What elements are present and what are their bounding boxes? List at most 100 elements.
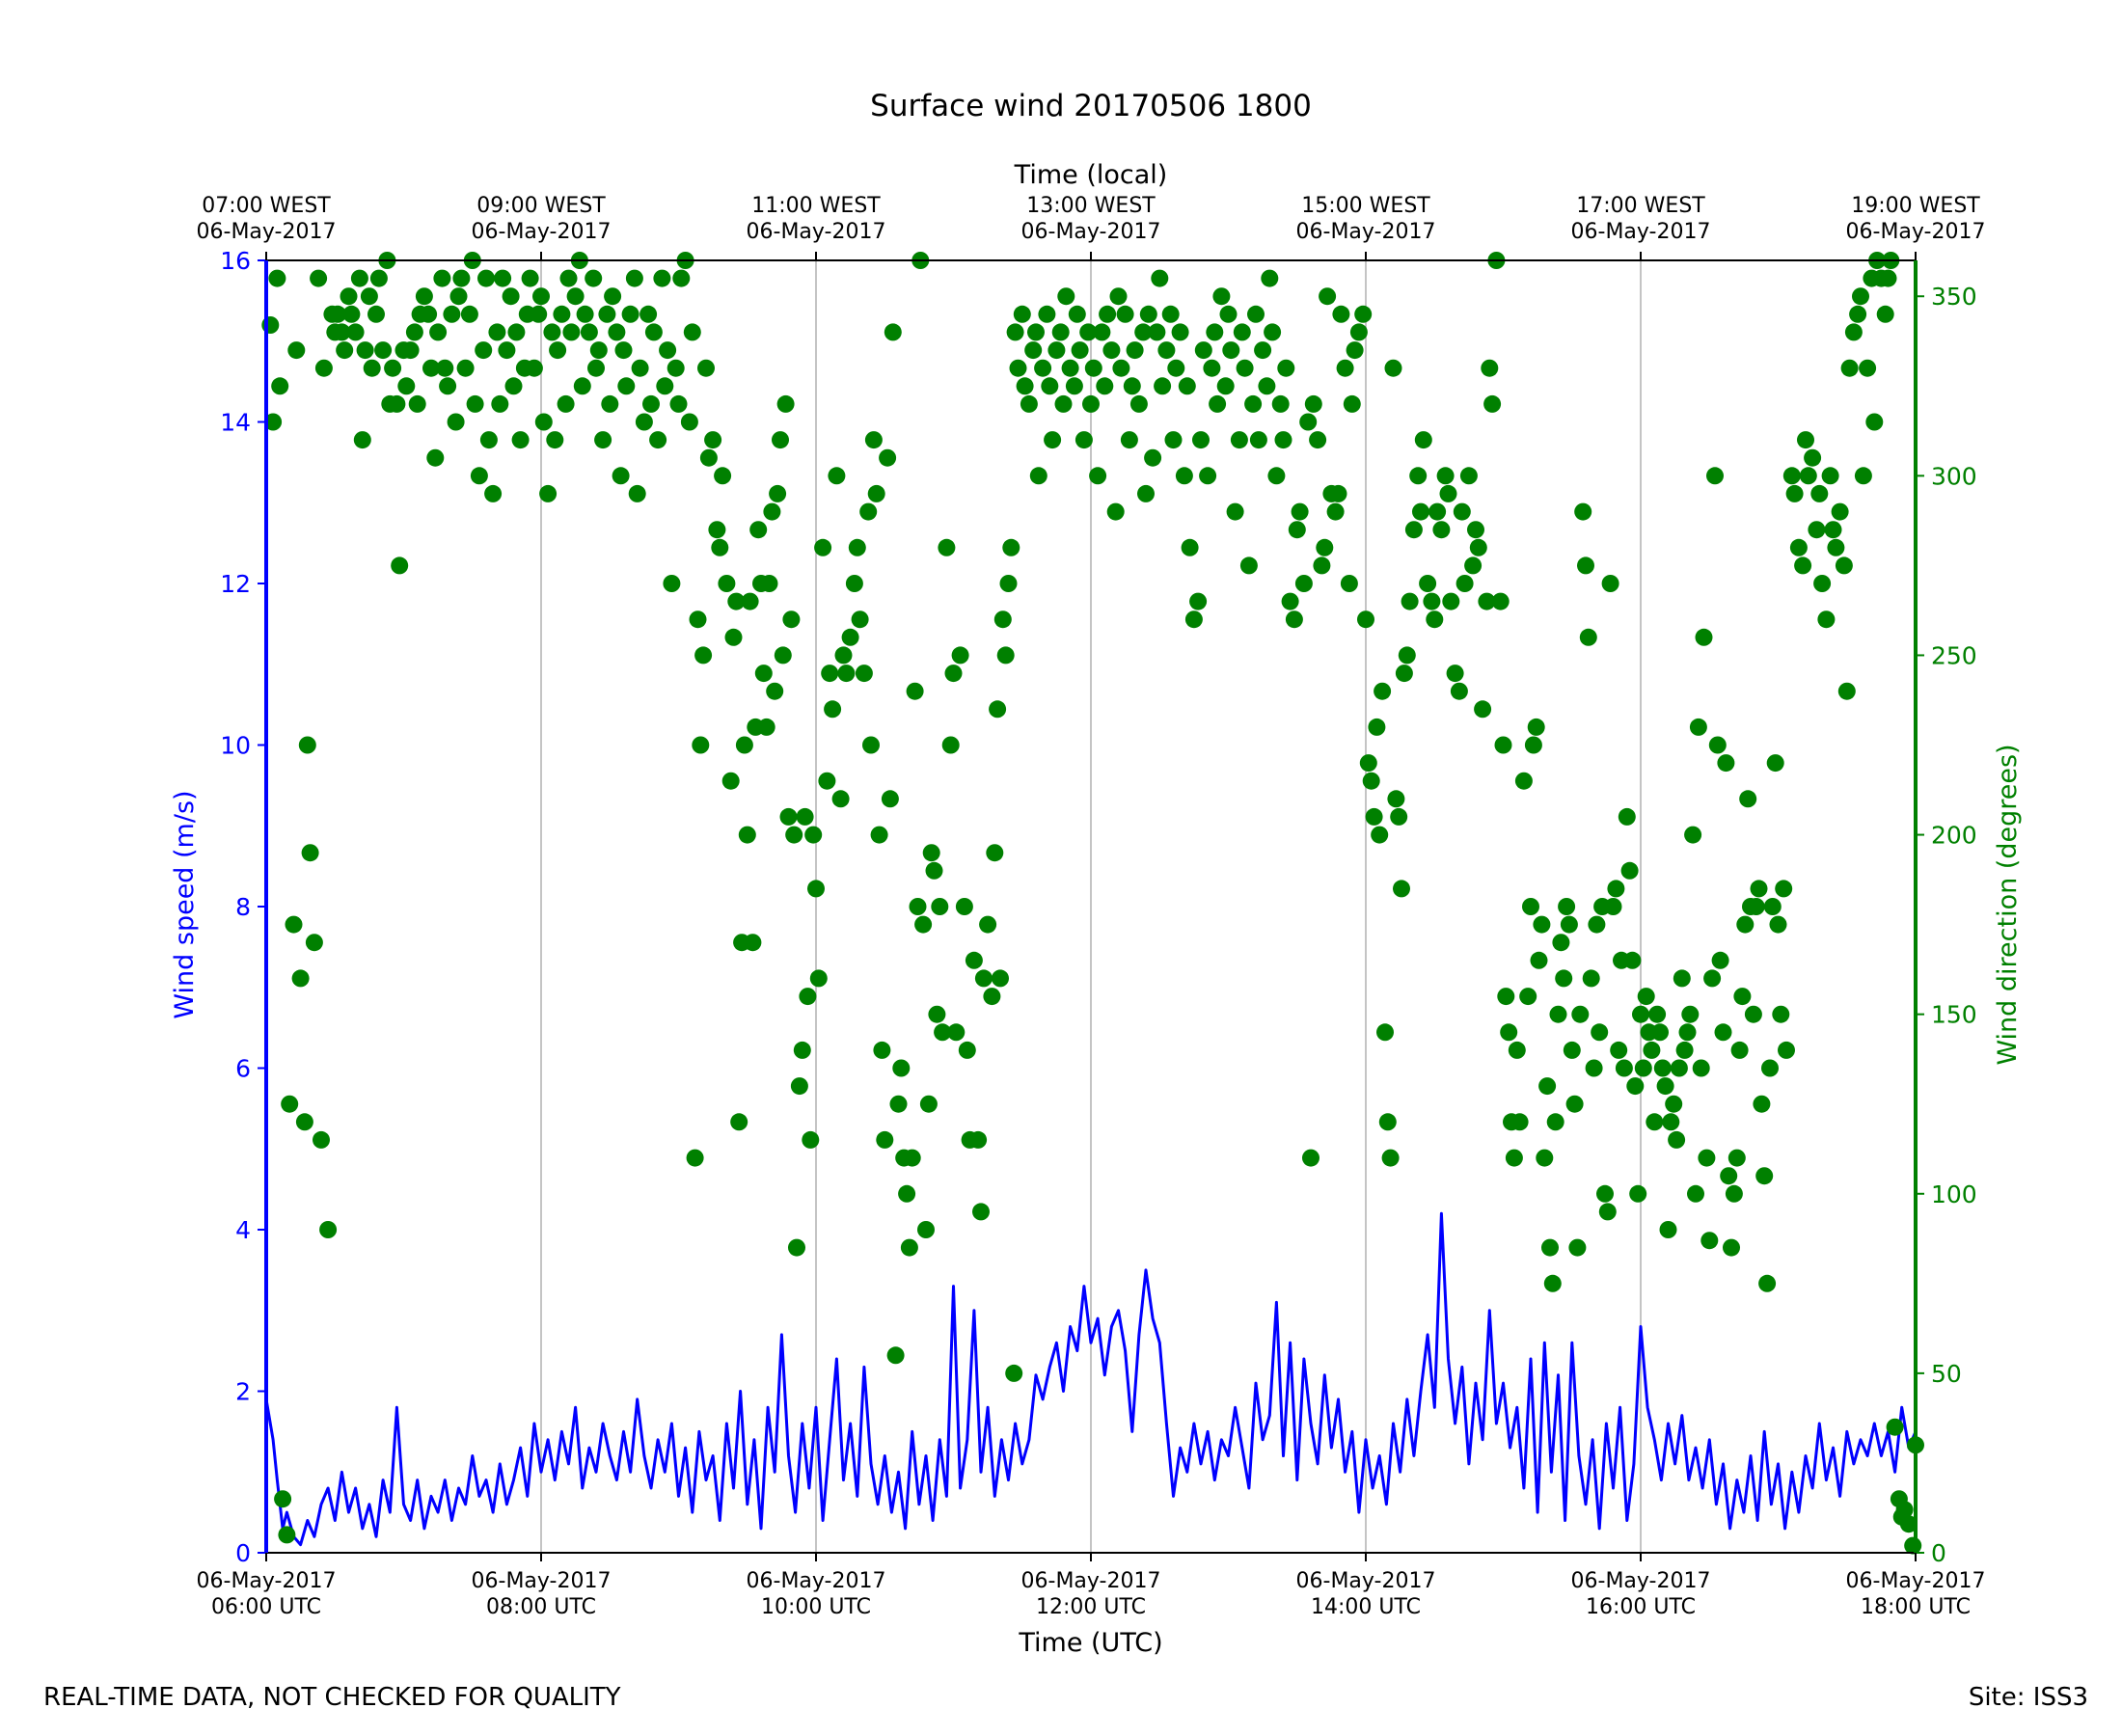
direction-point: [559, 269, 578, 287]
direction-point: [1071, 341, 1089, 360]
direction-point: [1175, 467, 1193, 485]
direction-point: [686, 1149, 704, 1167]
direction-point: [1219, 305, 1238, 323]
left-tick-label: 6: [235, 1055, 251, 1083]
direction-point: [1343, 394, 1361, 413]
direction-point: [1395, 665, 1413, 683]
direction-point: [873, 1041, 891, 1059]
direction-point: [845, 575, 863, 592]
direction-point: [824, 700, 842, 719]
direction-point: [532, 287, 550, 306]
direction-series: [261, 252, 1924, 1555]
direction-point: [1116, 305, 1134, 323]
direction-point: [1840, 359, 1859, 377]
direction-point: [1604, 898, 1622, 915]
direction-point: [1079, 323, 1098, 341]
direction-point: [1558, 898, 1576, 915]
direction-point: [1607, 880, 1625, 898]
direction-point: [708, 521, 726, 539]
direction-point: [1436, 467, 1455, 485]
direction-point: [1601, 575, 1619, 592]
bottom-tick-date: 06-May-2017: [1021, 1569, 1161, 1593]
direction-point: [919, 1095, 938, 1113]
direction-point: [1744, 1005, 1762, 1023]
left-tick-label: 14: [220, 409, 251, 437]
direction-point: [1684, 826, 1702, 844]
speed-line: [264, 1211, 1918, 1547]
direction-point: [1226, 502, 1244, 521]
direction-point: [429, 323, 448, 341]
direction-point: [298, 736, 316, 754]
direction-point: [1728, 1149, 1746, 1167]
direction-point: [809, 969, 828, 988]
direction-point: [749, 521, 768, 539]
direction-point: [1075, 431, 1093, 449]
direction-point: [576, 305, 594, 323]
direction-point: [1804, 448, 1822, 467]
direction-point: [884, 323, 902, 341]
direction-point: [1695, 628, 1713, 646]
direction-point: [1453, 502, 1471, 521]
left-tick-label: 12: [220, 570, 251, 598]
direction-point: [790, 1077, 808, 1096]
direction-point: [1598, 1203, 1617, 1221]
direction-point: [1568, 1238, 1587, 1257]
direction-point: [1123, 377, 1141, 395]
direction-point: [1763, 898, 1782, 915]
direction-point: [1524, 736, 1542, 754]
direction-point: [653, 269, 671, 287]
direction-point: [1164, 431, 1183, 449]
direction-point: [1349, 323, 1368, 341]
direction-point: [384, 359, 402, 377]
direction-point: [350, 269, 368, 287]
direction-point: [271, 377, 289, 395]
direction-point: [1538, 1077, 1557, 1096]
direction-point: [539, 484, 558, 502]
bottom-tick-date: 06-May-2017: [1296, 1569, 1436, 1593]
right-axis-label: Wind direction (degrees): [1993, 744, 2023, 1065]
direction-point: [494, 269, 512, 287]
left-tick-label: 4: [235, 1216, 251, 1244]
direction-point: [837, 665, 856, 683]
direction-point: [1047, 341, 1066, 360]
direction-point: [1171, 323, 1189, 341]
direction-point: [881, 790, 899, 808]
direction-point: [1794, 556, 1812, 575]
direction-point: [1027, 323, 1045, 341]
direction-point: [274, 1490, 292, 1508]
direction-point: [1065, 377, 1083, 395]
direction-point: [1412, 502, 1429, 521]
direction-point: [287, 341, 306, 360]
direction-point: [1610, 1041, 1628, 1059]
direction-point: [1510, 1113, 1529, 1131]
direction-point: [656, 377, 674, 395]
direction-point: [534, 413, 553, 431]
direction-point: [1428, 502, 1447, 521]
direction-point: [1703, 969, 1722, 988]
direction-point: [1206, 323, 1224, 341]
direction-point: [938, 538, 956, 556]
direction-point: [974, 969, 993, 988]
direction-point: [1481, 359, 1499, 377]
direction-point: [1772, 1005, 1790, 1023]
direction-point: [757, 718, 775, 736]
direction-point: [879, 448, 897, 467]
direction-point: [818, 772, 836, 790]
direction-point: [1560, 915, 1578, 934]
direction-point: [333, 323, 351, 341]
direction-point: [763, 502, 781, 521]
direction-point: [415, 287, 433, 306]
direction-point: [546, 431, 564, 449]
direction-point: [1750, 880, 1768, 898]
direction-point: [1102, 341, 1121, 360]
direction-point: [1678, 1023, 1697, 1042]
direction-point: [663, 575, 681, 592]
direction-point: [1782, 467, 1801, 485]
direction-point: [718, 575, 736, 592]
direction-point: [1533, 915, 1551, 934]
direction-point: [1393, 880, 1410, 898]
direction-point: [1637, 988, 1655, 1006]
direction-point: [1432, 521, 1451, 539]
top-tick-time: 19:00 WEST: [1851, 194, 1980, 218]
direction-point: [1181, 538, 1199, 556]
